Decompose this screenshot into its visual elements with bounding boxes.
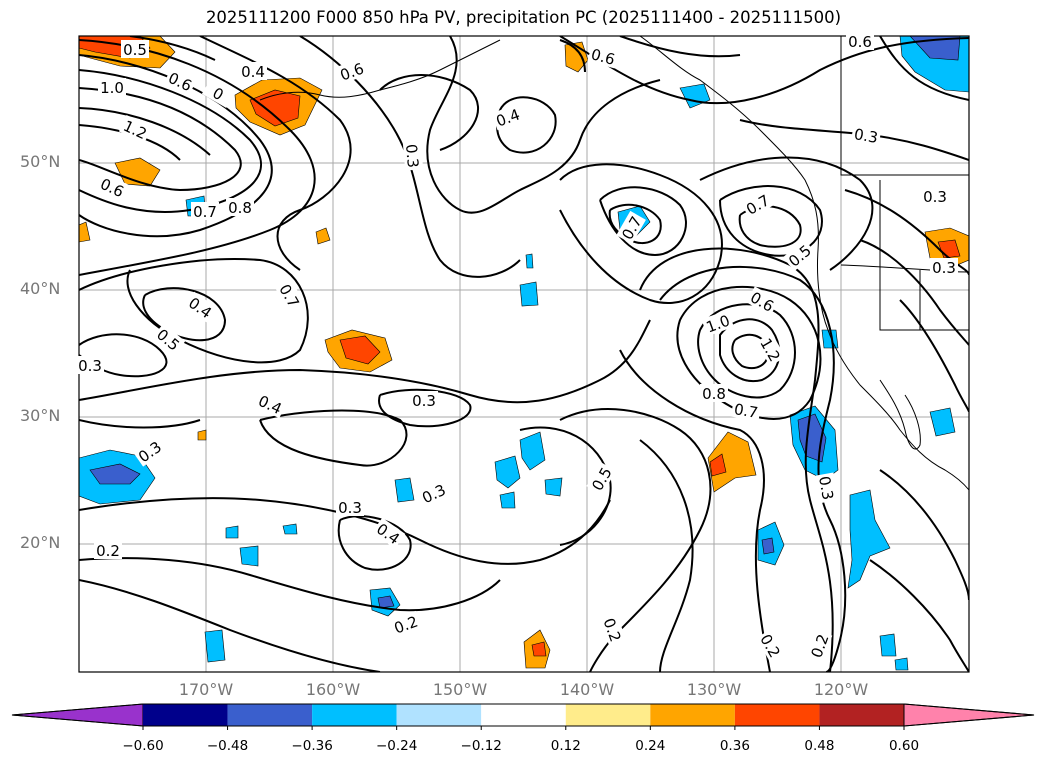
colorbar-tick-label: 0.48 — [804, 738, 835, 754]
contour-label: 0.3 — [853, 125, 880, 147]
lat-label-40n: 40°N — [20, 279, 61, 298]
contour-label: 0.3 — [402, 143, 422, 168]
contour-label: 0.3 — [815, 475, 837, 502]
contour-label: 0.8 — [702, 385, 726, 403]
contour-label-bg — [201, 78, 236, 108]
contour-label: 0.7 — [733, 400, 760, 422]
coastlines — [259, 36, 969, 491]
contour-label-bg — [756, 332, 786, 367]
contour-label-bg — [599, 613, 627, 646]
contour-label-bg — [121, 40, 149, 58]
contour-label: 0.3 — [923, 188, 947, 206]
colorbar-tick-label: −0.24 — [375, 738, 418, 754]
contour-label-bg — [700, 384, 728, 402]
contour-label: 0.5 — [123, 41, 147, 59]
contour-label-bg — [616, 210, 646, 245]
contour-label-bg — [389, 610, 422, 638]
contour-label-bg — [756, 628, 786, 663]
lat-label-20n: 20°N — [20, 533, 61, 552]
contour-label: 0.6 — [848, 33, 872, 51]
contour-label: 1.0 — [100, 79, 124, 97]
contour-label-bg — [275, 278, 305, 313]
contour-label-bg — [805, 629, 833, 662]
contour-label-bg — [132, 435, 167, 467]
contour-label-layer: 0.50.40.61.00.601.20.60.7 0.80.30.40.60.6… — [76, 32, 958, 663]
lon-label-150w: 150°W — [432, 680, 488, 699]
colorbar-tick-label: −0.36 — [291, 738, 333, 754]
contour-label-bg — [371, 517, 406, 549]
contour-label-bg — [930, 258, 958, 276]
contour-label-bg — [94, 541, 122, 559]
lon-label-120w: 120°W — [813, 680, 869, 699]
contour-label-bg — [335, 57, 368, 85]
contour-label-bg — [410, 391, 438, 409]
colorbar-tick-label: −0.12 — [460, 738, 502, 754]
contour-label-bg — [95, 173, 129, 202]
contour-label-bg — [417, 479, 451, 508]
contour-label-bg — [587, 43, 620, 69]
contour-label-bg — [701, 309, 734, 337]
contour-label-bg — [152, 323, 186, 356]
colorbar-tick-label: −0.60 — [122, 738, 164, 754]
contour-label: 0.2 — [96, 542, 120, 560]
lon-label-130w: 130°W — [686, 680, 742, 699]
contour-label-bg — [239, 62, 267, 80]
lat-label-50n: 50°N — [20, 152, 61, 171]
lat-label-30n: 30°N — [20, 406, 61, 425]
contour-label: 0.3 — [78, 357, 102, 375]
contour-label: 0.4 — [241, 63, 265, 81]
contour-label-bg — [191, 202, 219, 220]
lon-label-160w: 160°W — [305, 680, 361, 699]
colorbar-tick-label: 0.12 — [550, 738, 581, 754]
contour-label: 0.3 — [338, 499, 362, 517]
contour-label-bg — [118, 115, 152, 144]
contour-label-bg — [183, 291, 218, 323]
map-title: 2025111200 F000 850 hPa PV, precipitatio… — [205, 8, 842, 27]
colorbar-tick-label: 0.24 — [635, 738, 666, 754]
contour-label-bg — [586, 461, 616, 496]
contour-label-bg — [730, 398, 762, 422]
contour-label-bg — [253, 390, 287, 419]
contour-label: 0.7 — [193, 203, 217, 221]
lon-label-170w: 170°W — [178, 680, 234, 699]
contour-label-bg — [163, 67, 197, 96]
contour-label-bg — [745, 286, 780, 316]
contour-label-bg — [226, 198, 254, 216]
contour-label: 0.6 — [589, 45, 617, 69]
lon-label-140w: 140°W — [559, 680, 615, 699]
contour-label-bg — [491, 103, 524, 131]
contour-label-bg — [402, 141, 424, 171]
contour-label: 0.3 — [932, 259, 956, 277]
map-frame — [78, 35, 970, 673]
contour-label-bg — [846, 32, 874, 50]
contour-label-bg — [740, 189, 775, 219]
contour-label-bg — [782, 239, 816, 272]
contour-label: 0.3 — [412, 392, 436, 410]
contour-label-bg — [98, 78, 126, 96]
contour-label-bg — [850, 123, 882, 147]
contour-label-bg — [921, 187, 949, 205]
colorbar-tick-label: −0.48 — [206, 738, 249, 754]
contour-label-bg — [815, 472, 839, 504]
colorbar-tick-label: 0.60 — [888, 738, 920, 754]
contour-label-bg — [76, 356, 104, 374]
contour-label-bg — [336, 498, 364, 516]
contour-label: 0.8 — [228, 199, 252, 217]
colorbar-tick-label: 0.36 — [719, 738, 750, 754]
